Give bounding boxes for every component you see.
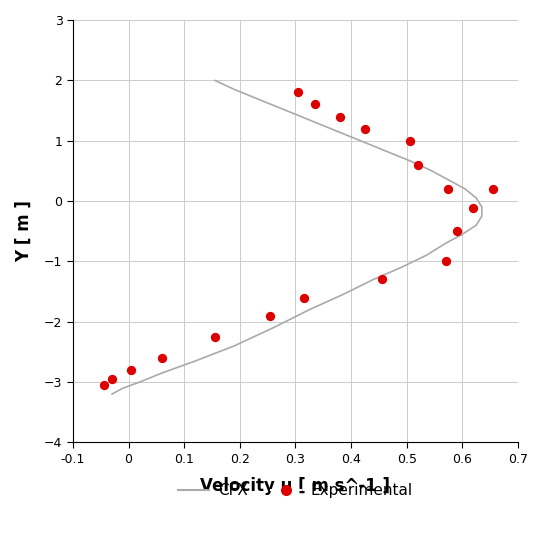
Point [127, 366, 136, 374]
Y-axis label: Y [ m ]: Y [ m ] [15, 200, 33, 262]
X-axis label: Velocity u [ m s^-1 ]: Velocity u [ m s^-1 ] [200, 477, 390, 495]
Point [157, 354, 166, 362]
Point [336, 112, 344, 121]
Point [311, 100, 319, 109]
Point [469, 204, 478, 213]
Point [299, 293, 308, 302]
Point [211, 333, 219, 341]
Legend: CFX, Experimental: CFX, Experimental [172, 477, 419, 504]
Point [99, 381, 108, 389]
Point [377, 275, 386, 284]
Point [441, 257, 450, 266]
Point [489, 185, 497, 193]
Point [361, 124, 369, 133]
Point [405, 137, 414, 145]
Point [414, 160, 422, 169]
Point [444, 185, 453, 193]
Point [266, 312, 275, 320]
Point [108, 375, 116, 383]
Point [452, 227, 461, 235]
Point [294, 88, 302, 97]
